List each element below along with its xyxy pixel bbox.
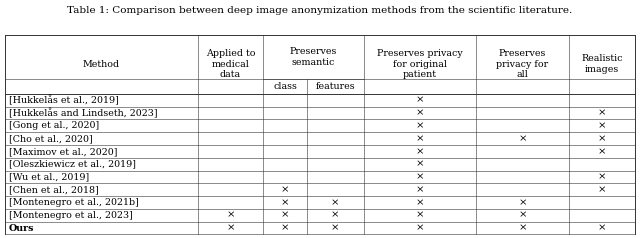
Text: ×: × xyxy=(281,223,289,233)
Text: [Hukkelås et al., 2019]: [Hukkelås et al., 2019] xyxy=(9,95,119,105)
Text: ×: × xyxy=(598,134,606,143)
Text: Ours: Ours xyxy=(9,223,35,233)
Text: [Hukkelås and Lindseth, 2023]: [Hukkelås and Lindseth, 2023] xyxy=(9,108,157,118)
Text: ×: × xyxy=(598,185,606,194)
Text: ×: × xyxy=(415,211,424,220)
Text: [Montenegro et al., 2023]: [Montenegro et al., 2023] xyxy=(9,211,133,220)
Text: ×: × xyxy=(598,147,606,156)
Text: ×: × xyxy=(331,211,339,220)
Text: features: features xyxy=(316,82,355,91)
Text: ×: × xyxy=(281,185,289,194)
Text: Preserves
privacy for
all: Preserves privacy for all xyxy=(497,49,548,79)
Text: [Oleszkiewicz et al., 2019]: [Oleszkiewicz et al., 2019] xyxy=(9,160,136,169)
Text: ×: × xyxy=(518,211,527,220)
Text: ×: × xyxy=(415,173,424,181)
Text: ×: × xyxy=(281,198,289,207)
Text: ×: × xyxy=(415,185,424,194)
Text: ×: × xyxy=(518,198,527,207)
Text: ×: × xyxy=(331,223,339,233)
Text: [Maximov et al., 2020]: [Maximov et al., 2020] xyxy=(9,147,118,156)
Text: Table 1: Comparison between deep image anonymization methods from the scientific: Table 1: Comparison between deep image a… xyxy=(67,6,573,15)
Text: ×: × xyxy=(415,147,424,156)
Text: [Chen et al., 2018]: [Chen et al., 2018] xyxy=(9,185,99,194)
Text: ×: × xyxy=(598,223,606,233)
Text: [Wu et al., 2019]: [Wu et al., 2019] xyxy=(9,173,89,181)
Text: Preserves privacy
for original
patient: Preserves privacy for original patient xyxy=(377,49,463,79)
Text: [Cho et al., 2020]: [Cho et al., 2020] xyxy=(9,134,93,143)
Text: ×: × xyxy=(415,121,424,130)
Text: ×: × xyxy=(415,160,424,169)
Text: ×: × xyxy=(415,134,424,143)
Text: [Gong et al., 2020]: [Gong et al., 2020] xyxy=(9,121,99,130)
Text: ×: × xyxy=(226,211,235,220)
Text: class: class xyxy=(273,82,297,91)
Text: [Montenegro et al., 2021b]: [Montenegro et al., 2021b] xyxy=(9,198,139,207)
Text: ×: × xyxy=(415,198,424,207)
Text: ×: × xyxy=(518,134,527,143)
Text: ×: × xyxy=(415,109,424,118)
Text: Method: Method xyxy=(83,60,120,69)
Text: ×: × xyxy=(415,223,424,233)
Text: Realistic
images: Realistic images xyxy=(581,55,623,74)
Text: Applied to
medical
data: Applied to medical data xyxy=(205,49,255,79)
Text: ×: × xyxy=(598,109,606,118)
Text: ×: × xyxy=(518,223,527,233)
Text: ×: × xyxy=(598,121,606,130)
Text: ×: × xyxy=(415,96,424,105)
Text: ×: × xyxy=(598,173,606,181)
Text: Preserves
semantic: Preserves semantic xyxy=(290,47,337,67)
Text: ×: × xyxy=(281,211,289,220)
Text: ×: × xyxy=(331,198,339,207)
Text: ×: × xyxy=(226,223,235,233)
